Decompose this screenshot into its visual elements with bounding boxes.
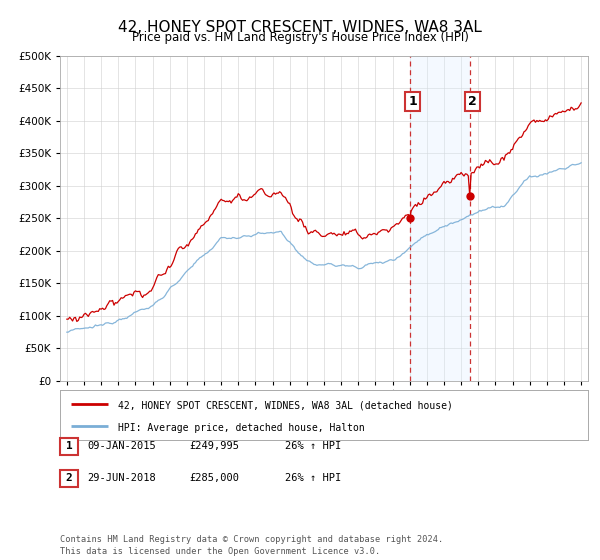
- Text: Contains HM Land Registry data © Crown copyright and database right 2024.
This d: Contains HM Land Registry data © Crown c…: [60, 535, 443, 556]
- Text: Price paid vs. HM Land Registry's House Price Index (HPI): Price paid vs. HM Land Registry's House …: [131, 31, 469, 44]
- Text: 2: 2: [468, 95, 476, 108]
- Text: 09-JAN-2015: 09-JAN-2015: [87, 441, 156, 451]
- Bar: [410, 56, 470, 381]
- Text: 42, HONEY SPOT CRESCENT, WIDNES, WA8 3AL: 42, HONEY SPOT CRESCENT, WIDNES, WA8 3AL: [118, 20, 482, 35]
- Text: 1: 1: [65, 441, 73, 451]
- Text: £249,995: £249,995: [189, 441, 239, 451]
- Text: 42, HONEY SPOT CRESCENT, WIDNES, WA8 3AL (detached house): 42, HONEY SPOT CRESCENT, WIDNES, WA8 3AL…: [118, 400, 453, 410]
- Text: 26% ↑ HPI: 26% ↑ HPI: [285, 473, 341, 483]
- Text: HPI: Average price, detached house, Halton: HPI: Average price, detached house, Halt…: [118, 423, 365, 433]
- Text: 29-JUN-2018: 29-JUN-2018: [87, 473, 156, 483]
- Text: 26% ↑ HPI: 26% ↑ HPI: [285, 441, 341, 451]
- Text: £285,000: £285,000: [189, 473, 239, 483]
- Text: 2: 2: [65, 473, 73, 483]
- Text: 1: 1: [409, 95, 417, 108]
